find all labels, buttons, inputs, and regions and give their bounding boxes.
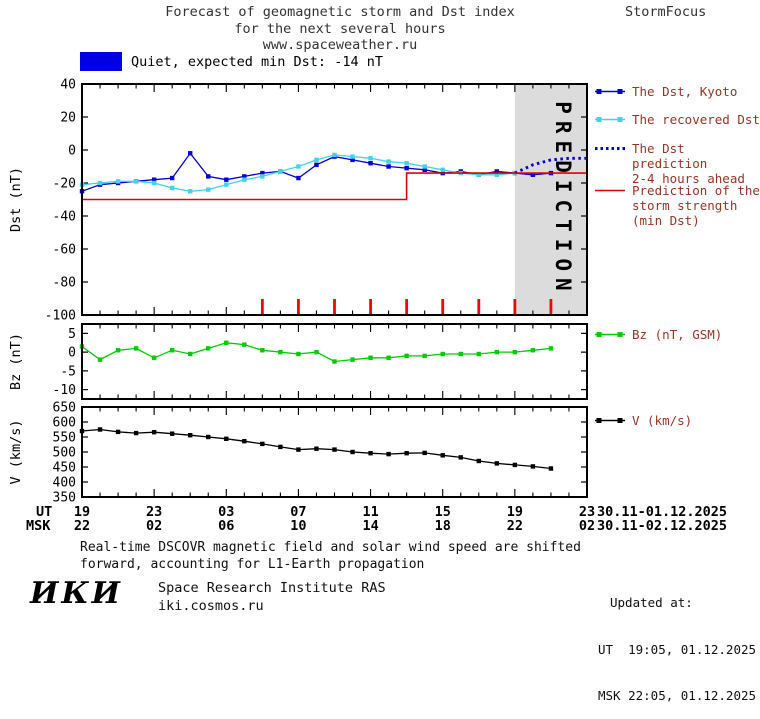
updated-ut: UT 19:05, 01.12.2025 xyxy=(598,641,757,657)
prediction-band xyxy=(514,85,586,314)
legend-label-prediction-1: The Dst prediction xyxy=(632,141,708,171)
iki-logo: ИКИ xyxy=(30,576,123,611)
svg-text:06: 06 xyxy=(218,518,234,534)
svg-text:18: 18 xyxy=(435,518,451,534)
legend-label-storm-3: (min Dst) xyxy=(632,213,700,228)
svg-text:02: 02 xyxy=(579,518,595,534)
legend-label-v: V (km/s) xyxy=(632,413,693,428)
svg-text:19: 19 xyxy=(74,504,90,520)
prediction-band-label: PREDICTION xyxy=(551,101,575,297)
quiet-level-swatch xyxy=(80,52,122,71)
svg-text:-40: -40 xyxy=(53,210,76,225)
legend-label-recovered: The recovered Dst xyxy=(632,112,760,127)
bz-plot: 5 0 -5 -10 Bz (nT) xyxy=(8,323,588,400)
legend-label-storm-1: Prediction of the xyxy=(632,183,760,198)
legend-label-kyoto: The Dst, Kyoto xyxy=(632,84,738,99)
svg-text:500: 500 xyxy=(53,446,76,461)
svg-text:30.11-02.12.2025: 30.11-02.12.2025 xyxy=(597,518,727,534)
svg-text:23: 23 xyxy=(146,504,162,520)
svg-text:22: 22 xyxy=(74,518,90,534)
svg-text:600: 600 xyxy=(53,416,76,431)
svg-text:MSK: MSK xyxy=(26,518,51,534)
dst-prediction-marker-icon xyxy=(595,147,625,150)
legend-item-prediction: The Dst prediction 2-4 hours ahead xyxy=(594,141,760,186)
status-row: Quiet, expected min Dst: -14 nT xyxy=(80,52,383,71)
svg-text:550: 550 xyxy=(53,431,76,446)
svg-text:0: 0 xyxy=(68,144,76,159)
v-marker-icon xyxy=(595,418,625,423)
svg-text:14: 14 xyxy=(362,518,378,534)
svg-text:22: 22 xyxy=(507,518,523,534)
svg-text:40: 40 xyxy=(60,78,76,93)
svg-text:07: 07 xyxy=(290,504,306,520)
svg-text:23: 23 xyxy=(579,504,595,520)
svg-text:20: 20 xyxy=(60,111,76,126)
institute-name: Space Research Institute RAS xyxy=(158,580,386,596)
status-text: Quiet, expected min Dst: -14 nT xyxy=(131,53,383,70)
bz-marker-icon xyxy=(595,332,625,337)
svg-text:350: 350 xyxy=(53,491,76,506)
svg-text:30.11-01.12.2025: 30.11-01.12.2025 xyxy=(597,504,727,520)
title-line-2: for the next several hours xyxy=(234,20,446,37)
svg-text:5: 5 xyxy=(68,327,76,342)
footer-note-line-2: forward, accounting for L1-Earth propaga… xyxy=(80,557,425,572)
title-line-1: Forecast of geomagnetic storm and Dst in… xyxy=(165,4,515,20)
svg-text:0: 0 xyxy=(68,346,76,361)
legend-label-bz: Bz (nT, GSM) xyxy=(632,327,723,342)
svg-text:10: 10 xyxy=(290,518,306,534)
svg-text:03: 03 xyxy=(218,504,234,520)
svg-text:11: 11 xyxy=(362,504,378,520)
svg-text:02: 02 xyxy=(146,518,162,534)
legend-item-v: V (km/s) xyxy=(594,413,692,428)
svg-text:15: 15 xyxy=(435,504,451,520)
svg-text:UT: UT xyxy=(36,504,52,520)
footer-note-line-1: Real-time DSCOVR magnetic field and sola… xyxy=(80,540,581,555)
legend-label-prediction-2: 2-4 hours ahead xyxy=(632,171,745,186)
svg-text:450: 450 xyxy=(53,461,76,476)
updated-block: Updated at: UT 19:05, 01.12.2025 MSK 22:… xyxy=(598,564,756,719)
legend-item-storm-strength: Prediction of the storm strength (min Ds… xyxy=(594,183,760,228)
dst-kyoto-marker-icon xyxy=(595,89,625,94)
spaceweather-link[interactable]: www.spaceweather.ru xyxy=(262,37,418,53)
dst-plot: PREDICTION 40 20 0 -20 -40 -60 -80 -100 Dst (nT) xyxy=(8,78,588,324)
legend-item-dst-kyoto: The Dst, Kyoto xyxy=(594,84,737,99)
legend-label-storm-2: storm strength xyxy=(632,198,738,213)
svg-text:19: 19 xyxy=(507,504,523,520)
recovered-dst-marker-icon xyxy=(595,117,625,122)
svg-text:-20: -20 xyxy=(53,177,76,192)
svg-text:650: 650 xyxy=(53,401,76,416)
dst-prediction-line xyxy=(514,156,587,175)
legend-item-recovered: The recovered Dst xyxy=(594,112,760,127)
svg-text:-60: -60 xyxy=(53,243,76,258)
svg-text:-5: -5 xyxy=(60,364,76,379)
v-ylabel: V (km/s) xyxy=(8,419,24,484)
storm-strength-line xyxy=(82,172,587,201)
svg-text:400: 400 xyxy=(53,476,76,491)
svg-text:-10: -10 xyxy=(53,383,76,398)
updated-msk: MSK 22:05, 01.12.2025 xyxy=(598,688,757,703)
x-axis-labels: UTMSK1922230203060710111415181922230230.… xyxy=(26,504,727,534)
storm-strength-marker-icon xyxy=(595,189,625,192)
page-title: Forecast of geomagnetic storm and Dst in… xyxy=(110,4,570,54)
svg-text:-80: -80 xyxy=(53,276,76,291)
footer-note: Real-time DSCOVR magnetic field and sola… xyxy=(80,539,581,573)
iki-site-link[interactable]: iki.cosmos.ru xyxy=(158,598,264,614)
updated-label: Updated at: xyxy=(610,595,693,610)
bz-ylabel: Bz (nT) xyxy=(8,333,24,390)
brand-stormfocus: StormFocus xyxy=(625,4,707,20)
legend-item-bz: Bz (nT, GSM) xyxy=(594,327,722,342)
dst-ylabel: Dst (nT) xyxy=(8,167,24,232)
svg-text:-100: -100 xyxy=(45,309,76,324)
